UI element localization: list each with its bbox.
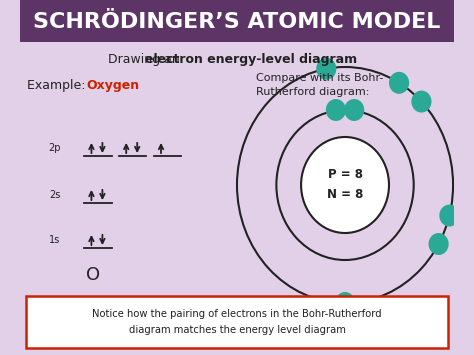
Circle shape	[439, 204, 459, 226]
FancyBboxPatch shape	[26, 296, 448, 348]
Text: P = 8
N = 8: P = 8 N = 8	[327, 169, 363, 202]
Text: Example:: Example:	[27, 78, 90, 92]
Text: 2p: 2p	[48, 143, 60, 153]
Text: Drawing an: Drawing an	[108, 54, 183, 66]
Circle shape	[428, 233, 449, 255]
FancyBboxPatch shape	[20, 0, 454, 42]
Text: Oxygen: Oxygen	[87, 78, 140, 92]
Circle shape	[301, 137, 389, 233]
Circle shape	[411, 91, 431, 113]
Circle shape	[389, 72, 409, 94]
Circle shape	[316, 58, 337, 80]
Text: 2s: 2s	[49, 190, 60, 200]
Circle shape	[326, 99, 346, 121]
Text: O: O	[86, 266, 100, 284]
Text: SCHRÖDINGER’S ATOMIC MODEL: SCHRÖDINGER’S ATOMIC MODEL	[33, 12, 441, 32]
Circle shape	[335, 292, 355, 314]
Circle shape	[344, 99, 364, 121]
Text: Compare with its Bohr-
Rutherford diagram:: Compare with its Bohr- Rutherford diagra…	[256, 73, 383, 97]
Text: Notice how the pairing of electrons in the Bohr-Rutherford
diagram matches the e: Notice how the pairing of electrons in t…	[92, 309, 382, 335]
Text: electron energy-level diagram: electron energy-level diagram	[145, 54, 356, 66]
Text: 1s: 1s	[49, 235, 60, 245]
